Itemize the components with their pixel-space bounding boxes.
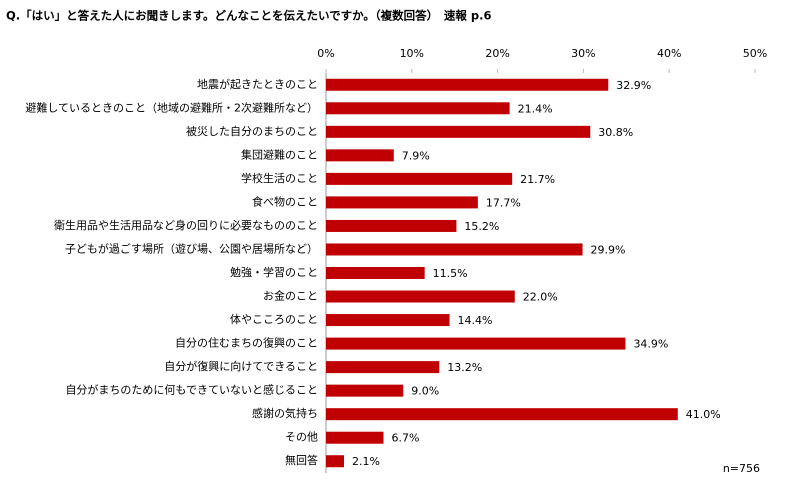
x-tick-label: 30% [571,47,595,60]
value-label: 29.9% [591,243,626,256]
bar [326,361,440,374]
value-label: 7.9% [402,149,430,162]
category-label: 感謝の気持ち [252,406,318,420]
category-label: お金のこと [263,289,318,303]
category-label: 学校生活のこと [241,171,318,185]
value-label: 9.0% [411,385,439,398]
category-label: 体やこころのこと [230,312,318,326]
category-label: 無回答 [285,453,318,467]
value-label: 11.5% [433,267,468,280]
value-label: 21.4% [518,102,553,115]
bar [326,125,591,138]
x-tick-label: 40% [657,47,681,60]
bar [326,267,425,279]
bar [326,172,513,185]
category-label: 食べ物のこと [252,194,318,208]
category-label: その他 [285,431,318,444]
bar [326,337,626,350]
x-tick-label: 0% [317,47,334,60]
x-tick-label: 20% [485,47,509,60]
category-label: 地震が起きたときのこと [197,77,318,91]
value-label: 30.8% [598,126,633,139]
value-label: 6.7% [391,432,419,445]
chart-title: Q.「はい」と答えた人にお聞きします。どんなことを伝えたいですか。（複数回答） … [6,9,492,23]
value-label: 14.4% [458,314,493,327]
bar [326,455,345,468]
bar [326,408,678,421]
x-tick-label: 10% [400,47,424,60]
category-label: 自分が復興に向けてできること [164,359,318,373]
value-label: 15.2% [464,220,499,233]
bar [326,219,457,232]
x-tick-label: 50% [743,47,767,60]
bar [326,243,583,256]
category-label: 衛生用品や生活用品など身の回りに必要なもののこと [54,218,318,232]
bar [326,314,450,327]
value-label: 32.9% [616,79,651,92]
category-label: 子どもが過ごす場所（遊び場、公園や居場所など） [65,241,318,255]
value-label: 34.9% [633,338,668,351]
bar [326,78,609,91]
bar [326,290,515,303]
value-label: 22.0% [523,291,558,304]
category-label: 避難しているときのこと（地域の避難所・2次避難所など） [25,100,318,114]
value-label: 41.0% [686,408,721,421]
category-label: 被災した自分のまちのこと [186,125,318,138]
category-label: 勉強・学習のこと [230,265,318,279]
category-label: 自分の住むまちの復興のこと [175,336,318,350]
bar [326,196,478,209]
category-label: 集団避難のこと [241,147,318,161]
value-label: 2.1% [352,455,380,468]
sample-size-note: n=756 [723,462,760,475]
bar [326,384,404,397]
category-label: 自分がまちのために何もできていないと感じること [65,383,318,397]
bar [326,149,394,162]
bar [326,102,510,115]
value-label: 21.7% [520,173,555,186]
bar [326,431,384,444]
value-label: 17.7% [486,196,521,209]
value-label: 13.2% [447,361,482,374]
